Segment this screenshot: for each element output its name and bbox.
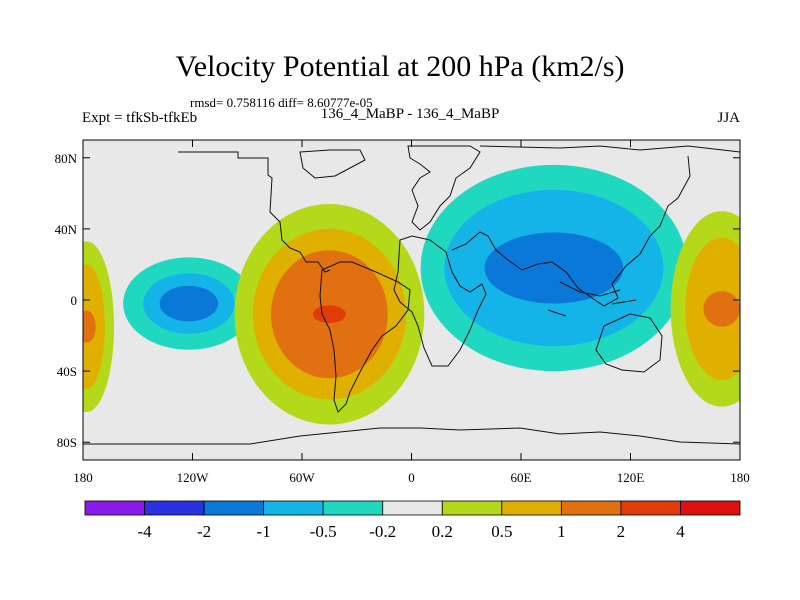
chart-title: Velocity Potential at 200 hPa (km2/s) <box>175 50 625 83</box>
colorbar-box-0 <box>84 500 145 516</box>
colorbar-label-9: 4 <box>676 522 685 541</box>
coastline-asia <box>451 145 740 307</box>
americas-positive-level-4 <box>312 305 346 324</box>
colorbar-label-2: -1 <box>257 522 271 541</box>
colorbar-label-3: -0.5 <box>310 522 337 541</box>
asia-negative-level-3 <box>484 232 624 304</box>
colorbar-box-5 <box>382 500 443 516</box>
x-tick-label-5: 120E <box>617 470 645 485</box>
y-tick-label-2: 0 <box>71 293 78 308</box>
pacific-positive-west-level-3 <box>83 310 96 343</box>
east-pacific-negative-level-3 <box>159 285 219 322</box>
x-tick-label-3: 0 <box>408 470 415 485</box>
case-label: 136_4_MaBP - 136_4_MaBP <box>320 106 500 122</box>
contour-fields <box>83 164 740 425</box>
colorbar-label-1: -2 <box>197 522 211 541</box>
coastline-antarctica <box>83 427 740 445</box>
axes: 180 120W 60W 0 60E 120E 180 80N 40N 0 40S 80S <box>55 140 750 485</box>
colorbar-box-10 <box>680 500 741 516</box>
season-label: JJA <box>717 110 740 126</box>
coastline-europe <box>407 145 481 231</box>
coastline-south-america <box>319 261 411 413</box>
coastline-maritime <box>547 281 637 317</box>
colorbar-label-7: 1 <box>557 522 566 541</box>
x-tick-label-1: 120W <box>177 470 210 485</box>
x-tick-label-2: 60W <box>289 470 315 485</box>
colorbar-label-4: -0.2 <box>369 522 396 541</box>
coastline-greenland <box>299 149 366 179</box>
colorbar-box-4 <box>322 500 384 516</box>
colorbar-label-5: 0.2 <box>432 522 453 541</box>
colorbar-label-6: 0.5 <box>491 522 512 541</box>
y-tick-label-3: 40S <box>57 364 77 379</box>
x-tick-label-4: 60E <box>511 470 532 485</box>
y-tick-label-4: 80S <box>57 435 77 450</box>
x-tick-label-0: 180 <box>73 470 93 485</box>
colorbar-box-8 <box>560 500 622 516</box>
experiment-label: Expt = tfkSb-tfkEb <box>82 110 198 126</box>
coastline-north-america <box>178 151 331 273</box>
coastline-australia <box>595 313 663 373</box>
colorbar: -4 -2 -1 -0.5 -0.2 0.2 0.5 1 2 4 <box>84 500 741 541</box>
colorbar-box-9 <box>620 500 681 516</box>
colorbar-box-6 <box>441 500 503 516</box>
stats-text: rmsd= 0.758116 diff= 8.60777e-05 <box>190 95 373 110</box>
coastlines <box>83 145 740 445</box>
coastline-africa <box>393 235 487 367</box>
y-tick-label-1: 40N <box>55 222 78 237</box>
colorbar-box-2 <box>203 500 265 516</box>
x-tick-label-6: 180 <box>730 470 750 485</box>
colorbar-box-1 <box>144 500 205 516</box>
colorbar-box-7 <box>501 500 562 516</box>
pacific-positive-east-level-3 <box>703 291 740 327</box>
colorbar-label-8: 2 <box>617 522 626 541</box>
colorbar-box-3 <box>263 500 324 516</box>
colorbar-label-0: -4 <box>137 522 152 541</box>
y-tick-label-0: 80N <box>55 151 78 166</box>
